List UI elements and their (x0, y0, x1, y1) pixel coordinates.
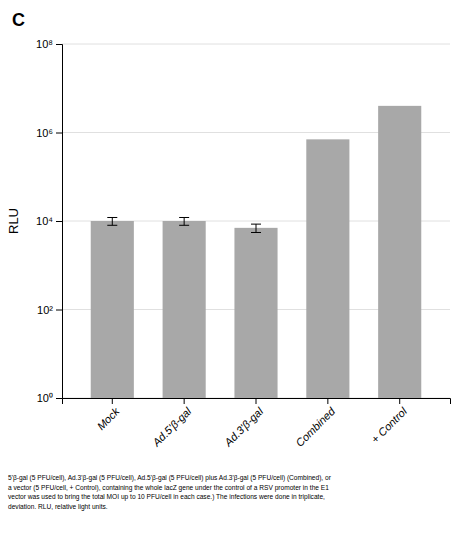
error-cap (251, 224, 261, 225)
error-line (256, 224, 257, 232)
y-tick-mark (56, 44, 62, 45)
x-tick-mark (256, 398, 257, 404)
x-tick-label: + Control (369, 405, 410, 446)
y-tick-label: 10⁶ (36, 127, 53, 139)
x-tick-mark (327, 398, 328, 404)
y-tick-mark (56, 398, 62, 399)
caption: 5'β-gal (5 PFU/cell), Ad.3'β-gal (5 PFU/… (8, 474, 332, 511)
bar (378, 106, 421, 398)
y-tick-mark (56, 310, 62, 311)
y-tick-mark (56, 221, 62, 222)
error-line (184, 217, 185, 225)
title: C (12, 10, 25, 30)
y-tick-label: 10⁸ (36, 38, 53, 50)
error-line (112, 217, 113, 225)
bar (163, 221, 206, 398)
error-cap (107, 225, 117, 226)
error-cap (179, 225, 189, 226)
y-tick: 10² (37, 304, 62, 316)
x-tick-mark (112, 398, 113, 404)
y-tick: 10⁴ (36, 215, 62, 227)
x-tick: + Control (369, 398, 410, 445)
x-tick-label: Mock (95, 405, 122, 432)
grid-line (62, 44, 450, 45)
error-bar (179, 217, 189, 225)
y-tick: 10⁰ (37, 392, 62, 404)
x-tick: Combined (293, 398, 338, 449)
y-tick-label: 10⁰ (37, 392, 53, 404)
plot: 10⁰ 10² 10⁴ 10⁶ 10⁸ Mock Ad.5'β-gal Ad.3'β-gal C… (6, 38, 451, 449)
x-tick-label: Combined (293, 404, 338, 449)
y-tick: 10⁶ (36, 127, 62, 139)
y-tick-mark (56, 133, 62, 134)
x-tick: Ad.5'β-gal (149, 398, 193, 449)
error-bar (251, 224, 261, 232)
error-cap (179, 217, 189, 218)
bar (91, 221, 134, 398)
error-cap (107, 217, 117, 218)
x-tick-label: Ad.3'β-gal (221, 405, 265, 449)
x-tick: Mock (95, 398, 122, 432)
x-axis-line (63, 399, 451, 405)
bar (306, 139, 349, 398)
error-bar (107, 217, 117, 225)
y-tick-label: 10⁴ (36, 215, 53, 227)
error-cap (251, 232, 261, 233)
x-tick: Ad.3'β-gal (221, 398, 265, 449)
grid (62, 44, 450, 398)
x-tick-mark (184, 398, 185, 404)
y-axis-title: RLU (6, 208, 21, 234)
x-tick-label: Ad.5'β-gal (149, 405, 193, 449)
y-axis-line (56, 45, 63, 399)
marks (91, 106, 422, 398)
x-axis: Mock Ad.5'β-gal Ad.3'β-gal Combined + Contro… (63, 398, 451, 449)
bar (234, 228, 277, 398)
y-tick-label: 10² (37, 304, 53, 316)
y-tick: 10⁸ (36, 38, 62, 50)
chart: C 10⁰ 10² 10⁴ 10⁶ 10⁸ Mock Ad.5'β-gal Ad.3'β-gal… (0, 0, 474, 548)
y-axis: 10⁰ 10² 10⁴ 10⁶ 10⁸ (36, 38, 62, 404)
x-tick-mark (399, 398, 400, 404)
